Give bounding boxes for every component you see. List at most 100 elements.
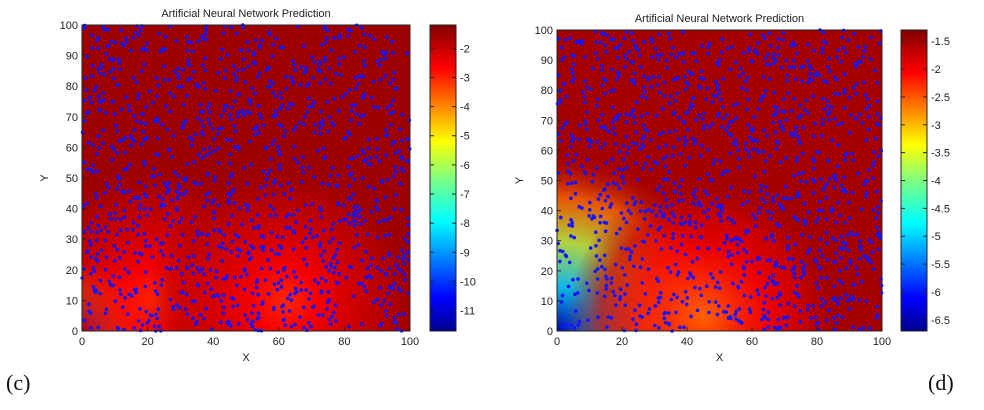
scatter-point [872,68,877,73]
scatter-point [155,136,160,141]
scatter-point [316,313,321,317]
scatter-point [390,39,394,44]
scatter-point [357,44,362,48]
scatter-point [273,252,278,256]
scatter-point [208,122,212,126]
scatter-point [596,267,600,271]
scatter-point [384,309,388,313]
scatter-point [106,44,110,48]
scatter-point [141,129,145,134]
scatter-point [366,137,371,142]
scatter-point [864,299,869,304]
scatter-point [273,109,278,113]
scatter-point [763,159,768,163]
scatter-point [698,153,703,158]
scatter-point [196,39,201,43]
scatter-point [636,178,640,182]
scatter-point [718,214,723,219]
scatter-point [681,60,686,64]
scatter-point [127,108,132,113]
scatter-point [874,216,878,220]
scatter-point [574,152,578,157]
scatter-point [282,192,287,196]
scatter-point [176,76,181,80]
scatter-point [280,103,285,108]
scatter-point [203,68,207,73]
scatter-point [319,215,323,219]
scatter-point [772,325,777,330]
scatter-point [385,178,390,182]
scatter-point [600,206,605,211]
scatter-point [237,147,241,152]
scatter-point [643,162,648,166]
scatter-point [312,304,316,309]
scatter-point [229,25,234,30]
scatter-point [642,240,647,244]
scatter-point [302,305,306,310]
scatter-point [617,186,622,191]
scatter-point [237,322,241,326]
scatter-point [229,105,234,110]
scatter-point [570,67,574,72]
scatter-point [383,51,387,55]
scatter-point [573,191,578,196]
scatter-point [102,72,107,77]
scatter-point [88,95,92,100]
scatter-point [850,191,855,195]
scatter-point [232,72,236,76]
scatter-point [304,246,308,250]
scatter-point [798,103,802,108]
scatter-point [101,91,105,95]
scatter-point [650,55,654,59]
scatter-point [632,71,637,75]
scatter-point [307,297,311,301]
scatter-point [234,75,239,80]
scatter-point [309,202,314,206]
scatter-point [704,97,708,102]
scatter-point [795,51,799,56]
scatter-point [771,52,776,57]
scatter-point [717,304,721,308]
scatter-point [560,249,565,254]
scatter-point [232,201,237,205]
colorbar-tick-label: -5 [460,131,470,143]
scatter-point [776,37,780,41]
scatter-point [671,78,676,82]
scatter-point [243,202,248,207]
scatter-point [86,110,91,114]
scatter-point [642,217,647,221]
scatter-point [326,182,330,187]
scatter-point [726,124,730,129]
scatter-point [240,222,244,227]
scatter-point [666,31,671,36]
scatter-point [690,51,694,56]
scatter-point [706,148,710,152]
scatter-point [624,112,628,116]
scatter-point [737,237,742,241]
scatter-point [718,270,723,274]
scatter-point [160,202,164,207]
scatter-point [111,283,116,288]
scatter-point [403,278,407,282]
scatter-point [628,254,633,259]
scatter-point [110,144,114,149]
scatter-point [144,244,148,248]
scatter-point [602,188,606,192]
scatter-point [320,181,324,185]
scatter-point [312,175,316,179]
scatter-point [683,290,688,294]
scatter-point [164,191,169,195]
scatter-point [603,142,607,146]
scatter-point [90,33,94,37]
scatter-point [196,116,200,121]
scatter-point [820,253,824,258]
scatter-point [677,52,681,56]
scatter-point [693,195,697,200]
scatter-point [765,209,770,214]
scatter-point [95,214,99,219]
scatter-point [147,89,152,94]
scatter-point [166,187,171,191]
scatter-point [739,239,744,244]
scatter-point [272,181,276,185]
scatter-point [859,248,863,252]
